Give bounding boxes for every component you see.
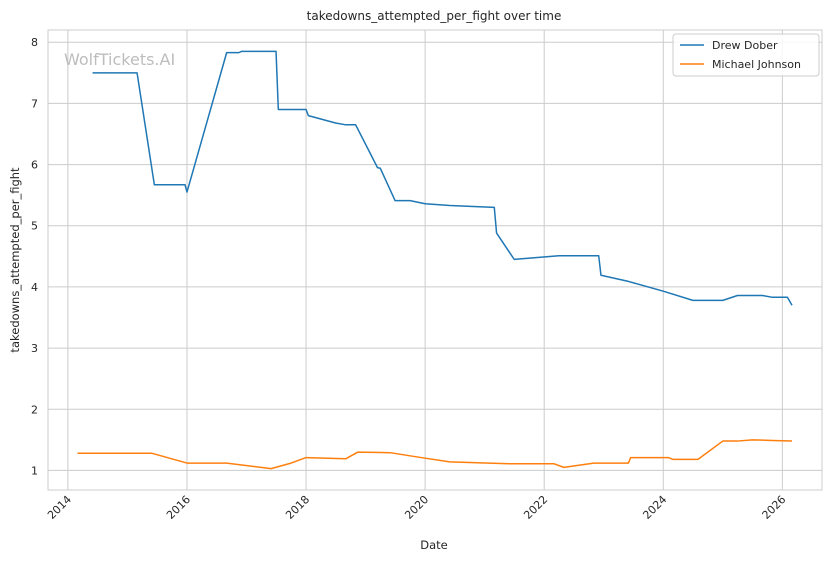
y-tick-label: 6 (31, 159, 38, 172)
x-axis-title: Date (420, 538, 448, 552)
y-tick-label: 3 (31, 342, 38, 355)
y-tick-label: 8 (31, 36, 38, 49)
y-tick-label: 5 (31, 220, 38, 233)
legend: Drew Dober Michael Johnson (672, 33, 820, 77)
plot-area (47, 29, 823, 491)
series-line-michael-johnson (77, 439, 793, 470)
y-tick-label: 4 (31, 281, 38, 294)
y-axis-ticks: 1 2 3 4 5 6 7 8 (31, 36, 38, 477)
watermark-text: WolfTickets.AI (64, 50, 175, 69)
y-axis-title: takedowns_attempted_per_fight (8, 167, 22, 353)
y-tick-label: 7 (31, 97, 38, 110)
grid-lines (48, 30, 822, 490)
y-tick-label: 1 (31, 464, 38, 477)
legend-label-drew-dober: Drew Dober (712, 39, 778, 52)
legend-label-michael-johnson: Michael Johnson (712, 58, 801, 71)
series-lines (77, 50, 793, 470)
series-line-drew-dober (92, 50, 793, 306)
y-tick-label: 2 (31, 403, 38, 416)
chart-title: takedowns_attempted_per_fight over time (307, 9, 562, 23)
legend-frame (672, 33, 820, 77)
